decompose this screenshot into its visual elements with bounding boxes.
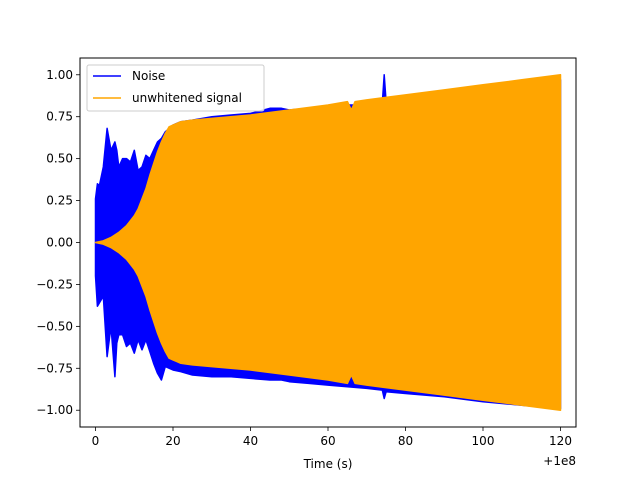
- x-tick-label: 100: [472, 434, 495, 448]
- legend-label-noise: Noise: [132, 69, 165, 83]
- x-tick-label: 120: [549, 434, 572, 448]
- y-tick-label: −0.50: [36, 319, 73, 333]
- y-tick-label: 0.75: [46, 110, 73, 124]
- series-layer: [94, 74, 562, 411]
- y-tick-label: −1.00: [36, 403, 73, 417]
- x-tick-label: 20: [165, 434, 180, 448]
- x-tick-label: 40: [243, 434, 258, 448]
- y-axis-ticks: −1.00 −0.75 −0.50 −0.25 0.00 0.25 0.50 0.75 1.00: [36, 68, 80, 417]
- x-axis-ticks: 0 20 40 60 80 100 120: [92, 427, 572, 448]
- legend-box: [86, 64, 265, 112]
- legend: Noise unwhitened signal: [86, 64, 265, 112]
- y-tick-label: −0.25: [36, 277, 73, 291]
- y-tick-label: 1.00: [46, 68, 73, 82]
- x-tick-label: 60: [320, 434, 335, 448]
- x-tick-label: 80: [398, 434, 413, 448]
- legend-label-unwhitened-signal: unwhitened signal: [132, 91, 242, 105]
- y-tick-label: 0.00: [46, 236, 73, 250]
- y-tick-label: −0.75: [36, 361, 73, 375]
- y-tick-label: 0.25: [46, 194, 73, 208]
- x-axis-label: Time (s): [303, 457, 353, 471]
- x-tick-label: 0: [92, 434, 100, 448]
- y-tick-label: 0.50: [46, 152, 73, 166]
- series-unwhitened-signal: [94, 74, 562, 411]
- x-axis-offset-label: +1e8: [543, 454, 576, 468]
